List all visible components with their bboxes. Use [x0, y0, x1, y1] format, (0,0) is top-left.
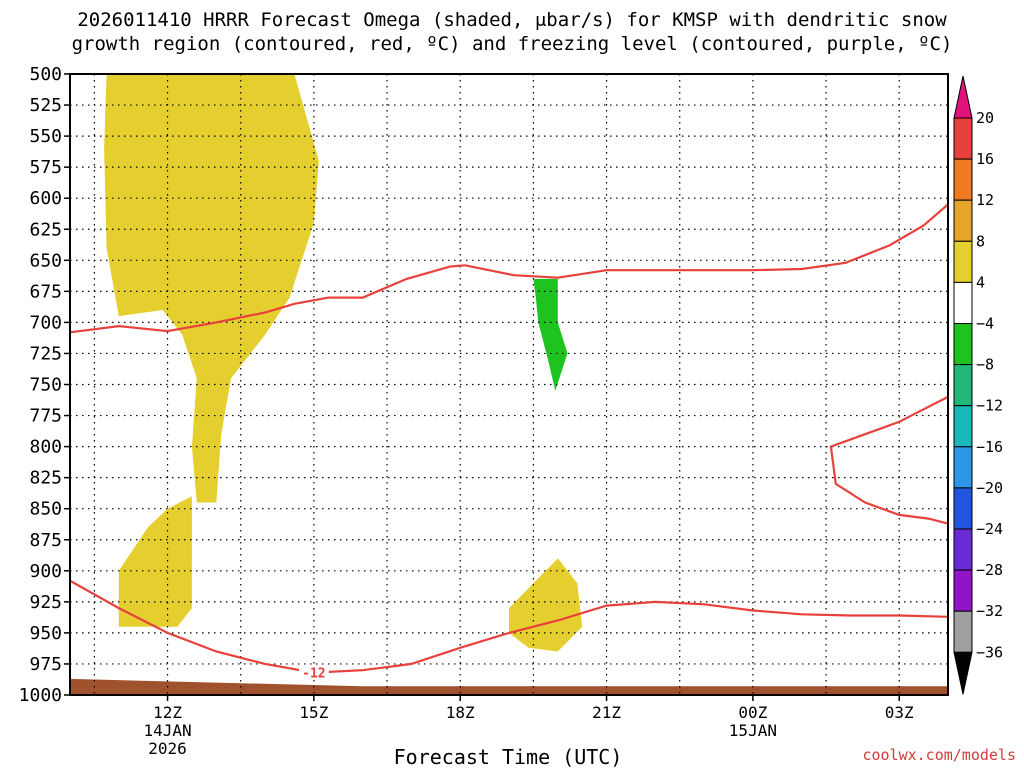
x-tick-date-15jan: 15JAN: [729, 721, 777, 740]
chart-title-line2: growth region (contoured, red, ºC) and f…: [71, 33, 953, 55]
chart-title-line1: 2026011410 HRRR Forecast Omega (shaded, …: [77, 9, 947, 31]
colorbar-label-neg12: −12: [976, 397, 1003, 415]
axes: 500 525 550 575 600 625 650 675 700 725 750 775 800 8…: [19, 64, 949, 758]
y-tick-label-850: 850: [29, 499, 62, 520]
y-tick-label-550: 550: [29, 126, 62, 147]
colorbar-label-neg28: −28: [976, 561, 1003, 579]
y-tick-label-600: 600: [29, 188, 62, 209]
shaded-region-omega-4-8-upper: [104, 74, 319, 503]
colorbar-swatch-2: [953, 158, 973, 201]
y-tick-label-750: 750: [29, 375, 62, 396]
colorbar-swatch-10: [953, 487, 973, 530]
shaded-region-omega-4-8-lower-left: [118, 496, 192, 627]
colorbar-label-neg36: −36: [976, 643, 1003, 661]
y-tick-label-650: 650: [29, 250, 62, 271]
dgz-contour-1: [70, 203, 948, 334]
y-tick-label-775: 775: [29, 406, 62, 427]
x-tick-label-21z: 21Z: [592, 703, 621, 722]
terrain-surface: [70, 678, 948, 695]
y-tick-label-825: 825: [29, 468, 62, 489]
colorbar: 20 16 12 8 4 −4 −8 −12 −16 −20 −24 −28 −32 −36: [953, 75, 1003, 695]
y-tick-label-975: 975: [29, 654, 62, 675]
y-tick-label-950: 950: [29, 623, 62, 644]
colorbar-swatch-9: [953, 446, 973, 489]
colorbar-top-arrow: [953, 75, 973, 119]
x-tick-label-15z: 15Z: [299, 703, 328, 722]
colorbar-label-8: 8: [976, 232, 985, 250]
y-tick-label-500: 500: [29, 64, 62, 85]
colorbar-bottom-arrow: [953, 651, 973, 695]
colorbar-swatch-13: [953, 610, 973, 653]
colorbar-label-16: 16: [976, 150, 994, 168]
y-tick-label-1000: 1000: [19, 685, 62, 706]
colorbar-swatch-7: [953, 364, 973, 407]
contour-label: -12: [302, 667, 325, 682]
colorbar-label-neg8: −8: [976, 356, 994, 374]
y-tick-label-875: 875: [29, 530, 62, 551]
y-tick-label-675: 675: [29, 281, 62, 302]
colorbar-label-neg20: −20: [976, 479, 1003, 497]
x-tick-label-12z: 12Z: [153, 703, 182, 722]
contour-label-background: [298, 664, 329, 679]
colorbar-swatch-5: [953, 281, 973, 324]
x-tick-label-03z: 03Z: [885, 703, 914, 722]
colorbar-swatch-6: [953, 323, 973, 366]
colorbar-label-neg16: −16: [976, 438, 1003, 456]
plot-area: [70, 74, 948, 695]
x-tick-label-18z: 18Z: [446, 703, 475, 722]
credit-text: coolwx.com/models: [862, 746, 1016, 764]
shaded-region-omega-4-to-8: [533, 278, 568, 391]
colorbar-label-20: 20: [976, 109, 994, 127]
dgz-contour-2: [829, 395, 948, 525]
dgz-contour-3: [70, 579, 948, 674]
colorbar-swatch-1: [953, 117, 973, 160]
colorbar-label-neg32: −32: [976, 602, 1003, 620]
colorbar-swatch-3: [953, 199, 973, 242]
shaded-region-omega-4-8-lower-center: [509, 558, 583, 652]
x-axis-label: Forecast Time (UTC): [394, 745, 623, 768]
y-tick-label-900: 900: [29, 561, 62, 582]
colorbar-label-neg24: −24: [976, 520, 1003, 538]
y-tick-label-575: 575: [29, 157, 62, 178]
colorbar-label-4: 4: [976, 273, 985, 291]
y-tick-label-800: 800: [29, 437, 62, 458]
y-tick-label-625: 625: [29, 219, 62, 240]
x-tick-label-00z: 00Z: [738, 703, 767, 722]
grid-lines: [70, 74, 948, 695]
colorbar-swatch-11: [953, 528, 973, 571]
x-tick-date-14jan: 14JAN: [143, 721, 191, 740]
y-tick-label-725: 725: [29, 343, 62, 364]
y-tick-label-700: 700: [29, 312, 62, 333]
colorbar-swatch-8: [953, 405, 973, 448]
colorbar-label-12: 12: [976, 191, 994, 209]
y-tick-label-525: 525: [29, 95, 62, 116]
colorbar-swatch-12: [953, 569, 973, 612]
x-tick-year-2026: 2026: [148, 739, 187, 758]
y-tick-label-925: 925: [29, 592, 62, 613]
colorbar-label-neg4: −4: [976, 315, 994, 333]
dgz-contours: -12: [70, 203, 948, 682]
chart-title: 2026011410 HRRR Forecast Omega (shaded, …: [0, 8, 1024, 56]
colorbar-swatch-4: [953, 240, 973, 283]
